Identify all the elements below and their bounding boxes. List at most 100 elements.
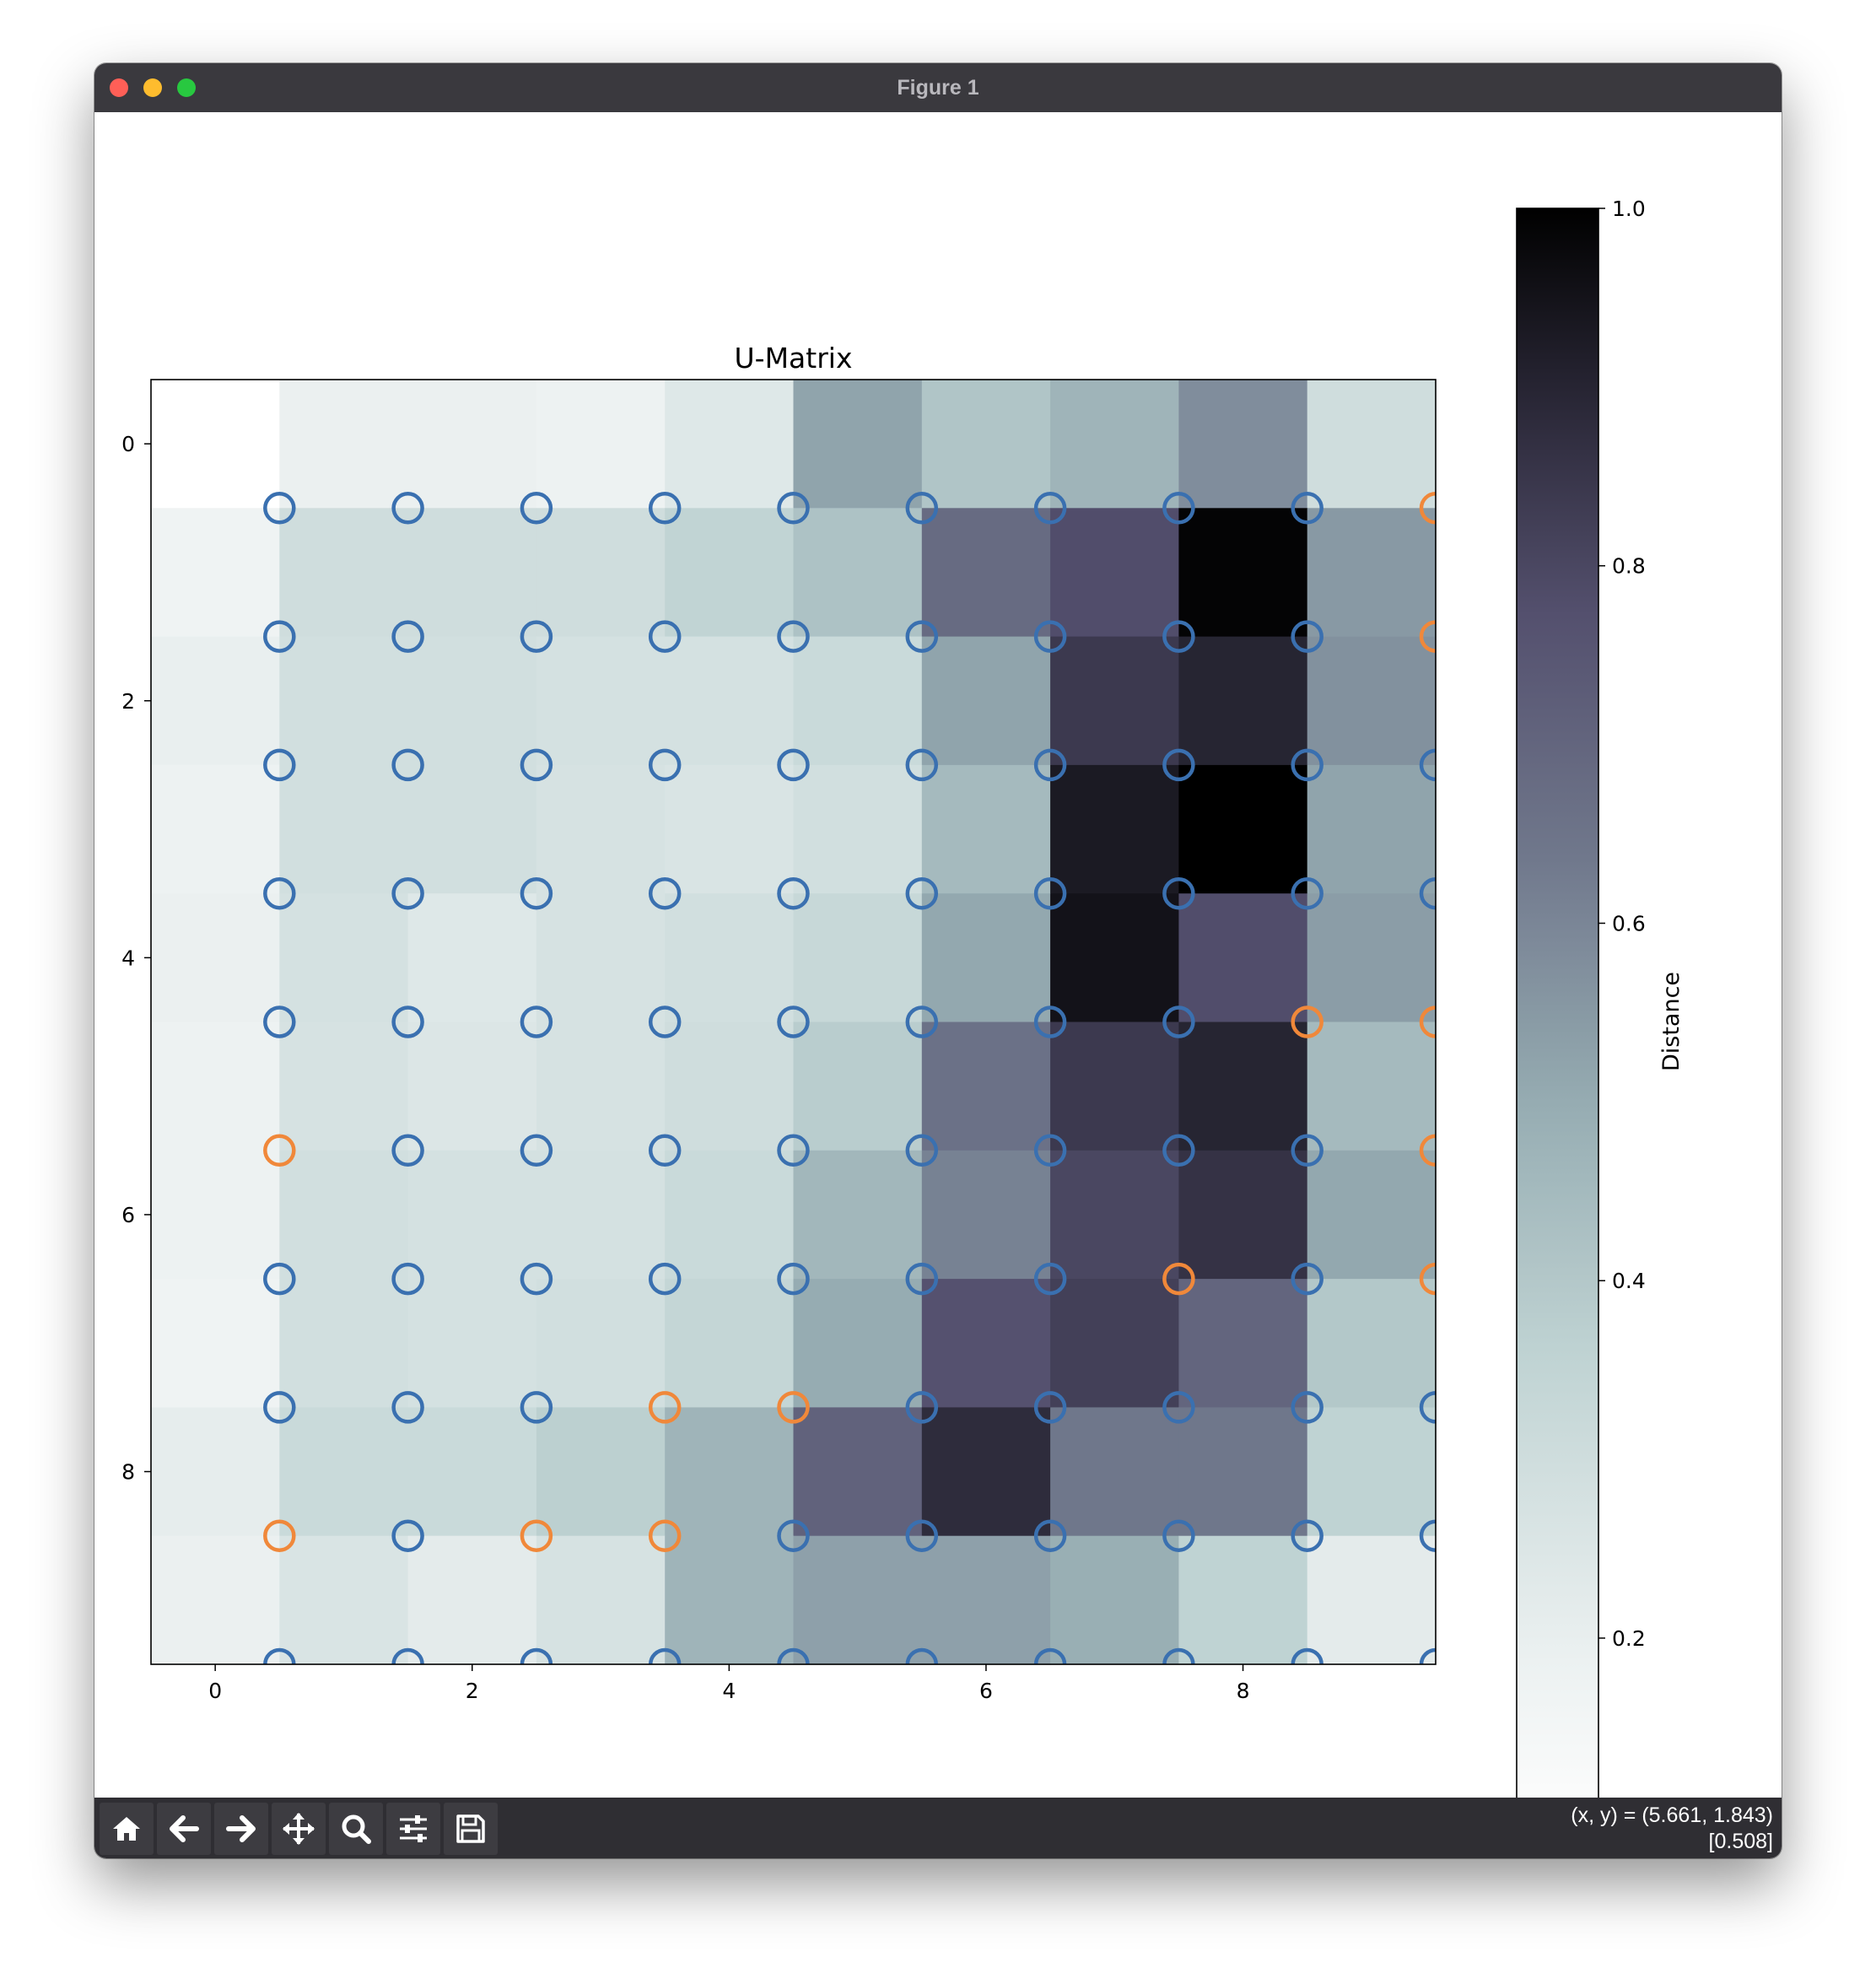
heatmap-cell [1178,1150,1308,1280]
blue-marker [391,620,424,653]
blue-marker [1033,1391,1067,1424]
figure-canvas[interactable]: U-Matrix 0 2 4 6 8 0 2 4 6 8 0.2 0.4 0.6 0.8 1.0 Distanc… [94,112,1782,1798]
blue-marker [1291,1647,1323,1664]
blue-marker [1033,876,1067,910]
heatmap-cell [407,508,537,638]
blue-marker [905,620,939,653]
title-bar[interactable]: Figure 1 [94,63,1782,113]
heatmap-cell [151,508,280,638]
blue-marker [520,1134,553,1167]
heatmap-cell [1178,1407,1308,1537]
zoom-button[interactable] [329,1803,383,1855]
maximize-window-button[interactable] [177,78,196,97]
blue-marker [520,748,553,782]
x-tick-label: 0 [208,1679,222,1703]
heatmap-cell [151,380,280,509]
close-window-button[interactable] [110,78,128,97]
blue-marker [648,1005,682,1038]
blue-marker [1033,1134,1067,1167]
blue-marker [1419,1519,1436,1552]
heatmap-cell [921,380,1051,509]
heatmap-cell [1050,893,1179,1023]
blue-marker [263,620,296,653]
colorbar-tick-label: 0.8 [1612,554,1646,579]
heatmap-cell [151,893,280,1023]
heatmap-cell [921,508,1051,638]
blue-marker [648,876,682,910]
blue-marker [391,1262,424,1296]
blue-marker [777,620,810,653]
heatmap-cell [536,893,666,1023]
heatmap-cell [1307,508,1437,638]
blue-marker [1162,748,1195,782]
heatmap-cell [793,764,923,894]
heatmap-cell [793,636,923,766]
blue-marker [1291,1134,1323,1167]
blue-marker [648,620,682,653]
blue-marker [391,1519,424,1552]
heatmap-cell [665,1407,795,1537]
blue-marker [1033,1005,1067,1038]
pan-button[interactable] [272,1803,326,1855]
colorbar-tick-label: 0.2 [1612,1626,1646,1651]
blue-marker [263,492,296,525]
blue-marker [391,748,424,782]
blue-marker [1162,620,1195,653]
heatmap-cell [1178,764,1308,894]
heatmap-cell [151,1150,280,1280]
heatmap-cell [536,1407,666,1537]
back-button[interactable] [157,1803,211,1855]
home-button[interactable] [100,1803,154,1855]
orange-marker [263,1134,296,1167]
heatmap-cell [1050,1279,1179,1408]
heatmap-cell [665,636,795,766]
heatmap-cell [407,636,537,766]
heatmap-cell [536,1279,666,1408]
y-tick-label: 0 [121,432,135,456]
heatmap-cell [536,1022,666,1151]
blue-marker [648,1134,682,1167]
y-tick-label: 6 [121,1203,135,1227]
cursor-coordinate-readout: (x, y) = (5.661, 1.843) [0.508] [1571,1803,1773,1855]
forward-button[interactable] [214,1803,268,1855]
heatmap-cell [1307,1022,1437,1151]
heatmap-cell [921,893,1051,1023]
marker-layer [263,492,1436,1664]
orange-marker [1419,492,1436,525]
heatmap-cell [151,1535,280,1665]
cursor-xy-text: (x, y) = (5.661, 1.843) [1571,1803,1773,1827]
heatmap-cell [665,1150,795,1280]
blue-marker [905,1391,939,1424]
heatmap-cell [1178,1279,1308,1408]
blue-marker [1033,492,1067,525]
configure-subplots-button[interactable] [386,1803,440,1855]
heatmap-cell [279,636,409,766]
heatmap-cell [921,1022,1051,1151]
orange-marker [1419,1134,1436,1167]
colorbar [1516,208,1599,1798]
orange-marker [1419,1262,1436,1296]
orange-marker [1419,620,1436,653]
blue-marker [263,1005,296,1038]
back-arrow-icon [170,1815,199,1842]
minimize-window-button[interactable] [143,78,162,97]
heatmap-cell [536,508,666,638]
blue-marker [648,492,682,525]
blue-marker [777,876,810,910]
blue-marker [777,1647,810,1664]
blue-marker [648,1262,682,1296]
save-button[interactable] [444,1803,498,1855]
blue-marker [520,876,553,910]
blue-marker [1162,1647,1195,1664]
blue-marker [777,1005,810,1038]
heatmap-cell [536,1150,666,1280]
heatmap-cell [151,1407,280,1537]
blue-marker [777,492,810,525]
orange-marker [520,1519,553,1552]
blue-marker [1162,492,1195,525]
heatmap-cell [1307,1535,1437,1665]
forward-arrow-icon [226,1815,256,1842]
heatmap-cell [407,1022,537,1151]
blue-marker [391,1134,424,1167]
colorbar-tick-label: 0.4 [1612,1269,1646,1293]
